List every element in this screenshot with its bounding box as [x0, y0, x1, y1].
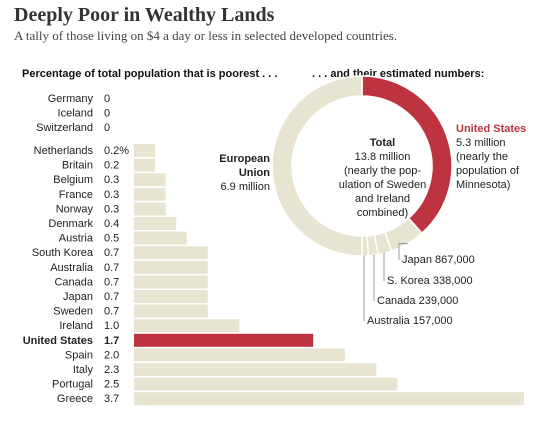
bar-value-belgium: 0.3 — [104, 174, 119, 186]
chart-subtitle: A tally of those living on $4 a day or l… — [14, 28, 398, 43]
bar-label-japan: Japan — [63, 291, 93, 303]
bar-label-sweden: Sweden — [53, 306, 93, 318]
donut-eu-label: European Union 6.9 million — [205, 152, 270, 194]
bar-portugal — [134, 377, 398, 391]
donut-eu-name: European Union — [219, 153, 270, 179]
donut-total-heading: Total — [369, 137, 396, 149]
donut-australia-label: Australia 157,000 — [367, 315, 453, 327]
bar-japan — [134, 290, 208, 303]
bar-value-portugal: 2.5 — [104, 379, 119, 391]
bar-chart-heading: Percentage of total population that is p… — [22, 68, 278, 80]
bar-value-australia: 0.7 — [104, 262, 119, 274]
bar-label-spain: Spain — [65, 349, 93, 361]
donut-us-label: United States 5.3 million (nearly the po… — [456, 122, 552, 192]
bar-sweden — [134, 304, 208, 318]
leader-line-japan — [398, 243, 408, 260]
bar-denmark — [134, 217, 177, 230]
bar-label-denmark: Denmark — [48, 218, 93, 230]
bar-netherlands — [134, 144, 156, 157]
donut-total-line-5: combined) — [356, 207, 409, 219]
bar-value-italy: 2.3 — [104, 364, 119, 376]
bar-label-united-states: United States — [23, 335, 93, 347]
bar-label-portugal: Portugal — [52, 379, 93, 391]
bar-south-korea — [134, 246, 208, 260]
bar-value-spain: 2.0 — [104, 349, 119, 361]
bar-label-belgium: Belgium — [53, 174, 93, 186]
donut-slice-european-union — [271, 75, 363, 257]
bar-value-greece: 3.7 — [104, 393, 119, 405]
bar-label-australia: Australia — [50, 262, 94, 274]
bar-australia — [134, 260, 208, 274]
bar-label-netherlands: Netherlands — [34, 145, 94, 157]
bar-britain — [134, 158, 156, 172]
bar-chart: Germany 0 Iceland 0 Switzerland 0 Netherlands 0… — [23, 93, 524, 406]
donut-total-line-3: ulation of Sweden — [338, 179, 427, 191]
bar-value-france: 0.3 — [104, 189, 119, 201]
donut-total-line-4: and Ireland — [354, 193, 411, 205]
bar-canada — [134, 275, 208, 289]
chart-title: Deeply Poor in Wealthy Lands — [14, 4, 275, 26]
bar-value-norway: 0.3 — [104, 203, 119, 215]
bar-austria — [134, 231, 187, 245]
bar-value-ireland: 1.0 — [104, 320, 119, 332]
bar-value-united-states: 1.7 — [104, 335, 119, 347]
bar-label-ireland: Ireland — [59, 320, 93, 332]
donut-leader-lines — [363, 243, 408, 321]
bar-value-south-korea: 0.7 — [104, 247, 119, 259]
donut-chart — [271, 75, 453, 257]
donut-center-label: Total 13.8 million (nearly the pop- ulat… — [335, 136, 430, 220]
donut-us-line-1: 5.3 million — [456, 137, 506, 149]
bar-label-britain: Britain — [62, 160, 93, 172]
bar-label-switzerland: Switzerland — [36, 122, 93, 134]
leader-line-canada — [373, 254, 375, 301]
bar-united-states — [134, 333, 314, 347]
bar-label-austria: Austria — [59, 233, 94, 245]
bar-value-iceland: 0 — [104, 108, 110, 120]
bar-value-japan: 0.7 — [104, 291, 119, 303]
bar-spain — [134, 348, 345, 362]
bar-value-netherlands: 0.2% — [104, 145, 129, 157]
bar-ireland — [134, 319, 240, 333]
leader-line-s-korea — [383, 252, 385, 281]
bar-value-sweden: 0.7 — [104, 306, 119, 318]
bar-label-norway: Norway — [56, 203, 94, 215]
bar-label-south-korea: South Korea — [32, 247, 94, 259]
bar-value-austria: 0.5 — [104, 233, 119, 245]
bar-label-italy: Italy — [73, 364, 94, 376]
leader-line-australia — [363, 255, 366, 321]
donut-eu-value: 6.9 million — [220, 181, 270, 193]
bar-france — [134, 187, 166, 201]
bar-label-iceland: Iceland — [58, 108, 93, 120]
donut-canada-label: Canada 239,000 — [377, 295, 459, 307]
bar-value-germany: 0 — [104, 93, 110, 105]
bar-value-canada: 0.7 — [104, 276, 119, 288]
bar-value-denmark: 0.4 — [104, 218, 119, 230]
bar-label-canada: Canada — [54, 276, 93, 288]
donut-slice-australia — [361, 235, 370, 257]
donut-korea-label: S. Korea 338,000 — [387, 275, 473, 287]
donut-us-line-2: (nearly the — [456, 151, 508, 163]
donut-us-name: United States — [456, 123, 527, 135]
donut-total-line-1: 13.8 million — [354, 151, 411, 163]
bar-greece — [134, 392, 524, 406]
donut-us-line-3: population of — [456, 165, 519, 177]
donut-total-line-2: (nearly the pop- — [343, 165, 422, 177]
bar-italy — [134, 363, 377, 376]
donut-us-line-4: Minnesota) — [456, 179, 511, 191]
bar-belgium — [134, 173, 166, 187]
bar-norway — [134, 202, 166, 216]
bar-label-germany: Germany — [48, 93, 94, 105]
bar-label-greece: Greece — [57, 393, 93, 405]
bar-label-france: France — [59, 189, 93, 201]
bar-value-switzerland: 0 — [104, 122, 110, 134]
bar-value-britain: 0.2 — [104, 160, 119, 172]
donut-japan-label: Japan 867,000 — [402, 254, 475, 266]
